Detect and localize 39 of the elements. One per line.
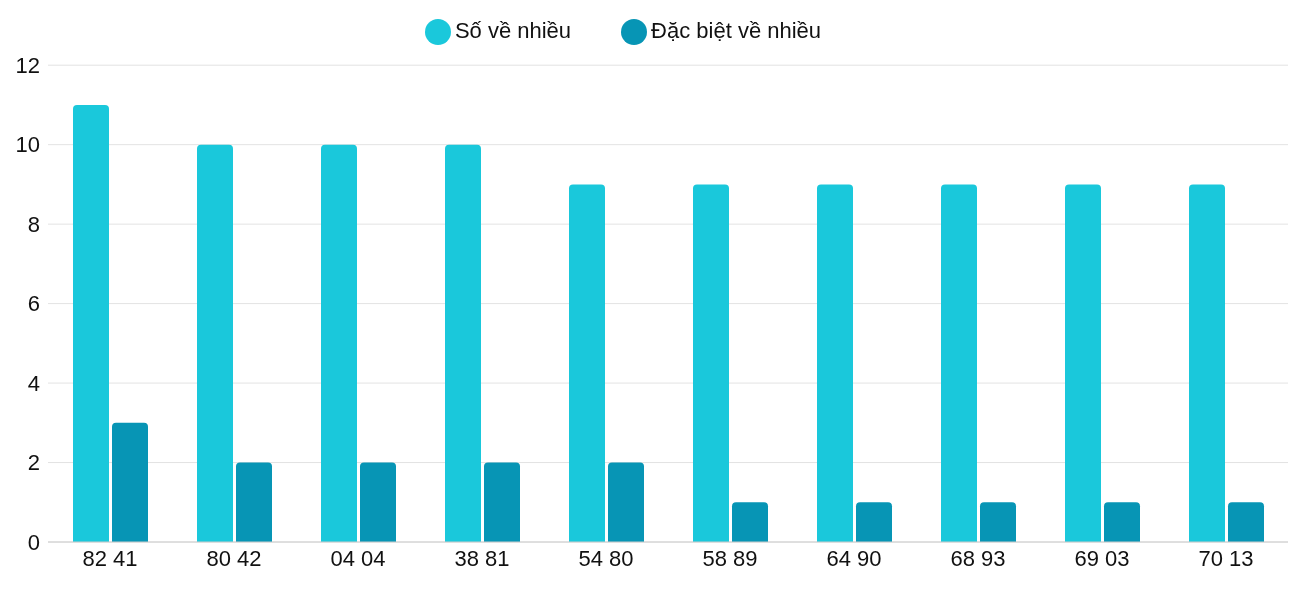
bar xyxy=(112,422,148,542)
bar xyxy=(1228,502,1264,542)
bar xyxy=(1104,502,1140,542)
bar xyxy=(1065,184,1101,542)
x-tick-label: 58 89 xyxy=(702,545,758,571)
bar xyxy=(445,144,481,542)
bar xyxy=(693,184,729,542)
bar xyxy=(569,184,605,542)
y-tick-label: 6 xyxy=(27,291,40,317)
bar xyxy=(197,144,233,542)
bar xyxy=(321,144,357,542)
y-tick-label: 12 xyxy=(15,53,40,78)
x-tick-label: 68 93 xyxy=(950,545,1006,571)
x-tick-label: 64 90 xyxy=(826,545,882,571)
bar xyxy=(732,502,768,542)
bar xyxy=(484,462,520,542)
bar xyxy=(856,502,892,542)
bar xyxy=(980,502,1016,542)
x-tick-label: 80 42 xyxy=(206,545,262,571)
x-tick-label: 82 41 xyxy=(82,545,138,571)
x-tick-label: 38 81 xyxy=(454,545,510,571)
bar xyxy=(1189,184,1225,542)
bar xyxy=(941,184,977,542)
bar xyxy=(73,104,109,542)
legend-label: Số về nhiều xyxy=(454,18,572,43)
y-tick-label: 10 xyxy=(15,132,40,158)
x-tick-label: 04 04 xyxy=(330,545,386,571)
y-tick-label: 8 xyxy=(27,211,40,237)
bar xyxy=(360,462,396,542)
y-tick-label: 0 xyxy=(27,529,40,555)
legend-label: Đặc biệt về nhiều xyxy=(651,18,822,43)
x-tick-label: 69 03 xyxy=(1074,545,1130,571)
bar xyxy=(817,184,853,542)
y-tick-label: 2 xyxy=(27,450,40,476)
y-tick-label: 4 xyxy=(27,370,40,396)
x-tick-label: 54 80 xyxy=(578,545,634,571)
bar xyxy=(236,462,272,542)
bar xyxy=(608,462,644,542)
x-tick-label: 70 13 xyxy=(1198,545,1254,571)
